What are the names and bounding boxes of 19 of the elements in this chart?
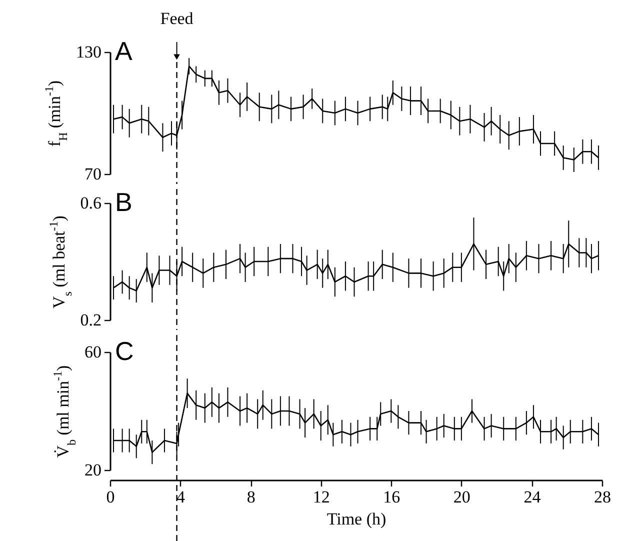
ref-line-label: Feed — [160, 9, 194, 28]
y-tick-label: 60 — [84, 342, 102, 362]
x-tick-label: 8 — [246, 488, 256, 506]
x-axis-title: Time (h) — [326, 510, 386, 528]
y-tick-label: 0.2 — [80, 310, 102, 330]
x-tick-label: 0 — [106, 488, 115, 506]
y-tick-label: 130 — [76, 42, 102, 62]
chart-title: C — [115, 336, 134, 366]
x-tick-label: 12 — [312, 488, 330, 506]
chart-title: B — [115, 187, 132, 217]
y-tick-label: 0.6 — [80, 194, 102, 212]
x-tick-label: 20 — [453, 488, 470, 506]
x-tick-label: 4 — [176, 488, 186, 506]
y-tick-label: 20 — [84, 460, 102, 480]
x-tick-label: 24 — [524, 488, 542, 506]
x-tick-label: 16 — [383, 488, 400, 506]
chart-title: A — [115, 36, 133, 66]
x-tick-label: 28 — [594, 488, 611, 506]
y-tick-label: 70 — [84, 164, 102, 184]
